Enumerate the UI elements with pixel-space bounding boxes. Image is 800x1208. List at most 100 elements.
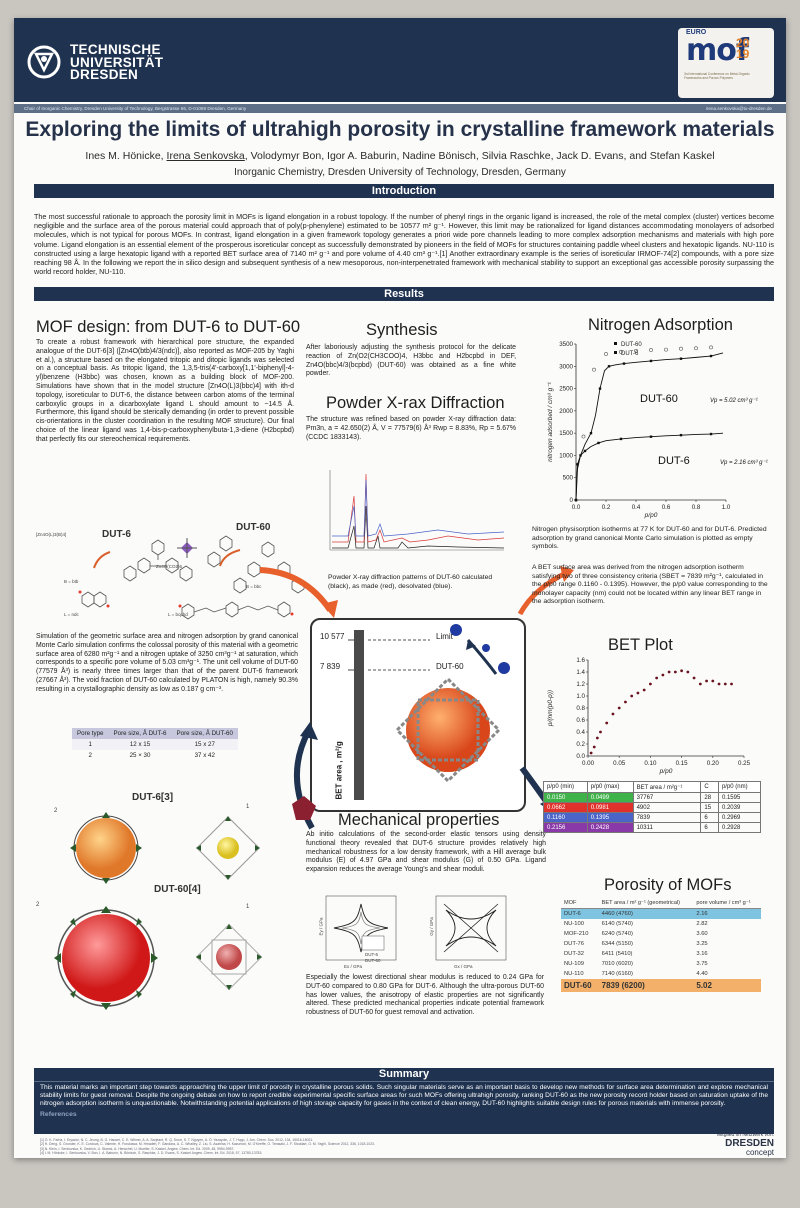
porosity-cell: DUT-76 bbox=[564, 941, 584, 947]
euromof-year-top: 20 bbox=[736, 36, 750, 50]
chair-strip: Chair of Inorganic Chemistry, Dresden Un… bbox=[14, 104, 786, 113]
x-tick-label: 0.00 bbox=[582, 760, 595, 767]
porosity-cell: 4.40 bbox=[696, 971, 708, 977]
bet-table-cell: 0.1395 bbox=[586, 812, 634, 823]
euromof-year-bottom: 19 bbox=[736, 47, 750, 61]
g-y-label: Gy / GPa bbox=[428, 917, 434, 936]
y-tick-label: 0.4 bbox=[576, 729, 585, 736]
porosity-heading: Porosity of MOFs bbox=[604, 876, 732, 894]
poster-title: Exploring the limits of ultrahigh porosi… bbox=[25, 118, 775, 141]
porosity-cell: 4460 (4760) bbox=[601, 911, 633, 917]
table-row: DUT-60 7839 (6200) 5.02 bbox=[561, 979, 761, 992]
pore-table-h2: Pore size, Å DUT-60 bbox=[171, 728, 238, 739]
mechanical-text-2: Especially the lowest directional shear … bbox=[306, 974, 544, 1017]
x-tick-label: 0.0 bbox=[572, 504, 581, 511]
data-point bbox=[589, 431, 593, 435]
references: [1] O. K. Farha, I. Eryazici, N. C. Jeon… bbox=[40, 1138, 570, 1156]
e-x-label: Ex / GPa bbox=[344, 964, 363, 969]
porosity-cell: 7140 (6160) bbox=[601, 971, 633, 977]
x-tick-label: 0.05 bbox=[613, 760, 626, 767]
pore-mark: 2 bbox=[36, 902, 40, 908]
e-legend-dut6: DUT-6 bbox=[365, 952, 379, 957]
email: irena.senkovska@tu-dresden.de bbox=[705, 106, 772, 111]
euromof-logo: EURO mof 20 19 3rd International Confere… bbox=[678, 28, 774, 98]
pore-table-cell: 2 bbox=[88, 752, 92, 759]
tud-emblem-icon bbox=[27, 45, 61, 79]
ligand-structures bbox=[78, 535, 305, 620]
bet-table-h0: p/p0 (min) bbox=[543, 781, 588, 793]
center-bet-graphic: 10 577 Limit 7 839 DUT-60 BET area , m²/… bbox=[310, 618, 526, 812]
pore-table-cell: 15 x 27 bbox=[171, 739, 238, 750]
reference-item: [3] N. Klein, I. Senkovska, K. Gedrich, … bbox=[40, 1146, 235, 1151]
bet-table-cell: 0.1160 bbox=[543, 812, 588, 823]
data-point bbox=[592, 745, 596, 749]
pxrd-pattern bbox=[329, 470, 505, 551]
data-point bbox=[709, 432, 713, 436]
porosity-cell: 6344 (5150) bbox=[601, 941, 633, 947]
porosity-cell: NU-100 bbox=[564, 921, 584, 927]
y-tick-label: 2500 bbox=[559, 386, 573, 393]
shear-modulus-plot bbox=[435, 895, 507, 961]
porosity-cell: 6411 (5410) bbox=[601, 951, 633, 957]
data-point bbox=[622, 362, 626, 365]
synthesis-text: After laboriously adjusting the synthesi… bbox=[306, 344, 516, 378]
porosity-cell: DUT-60 bbox=[564, 981, 592, 990]
scheme-dut60: DUT-60 bbox=[236, 522, 271, 533]
bet-table-cell: 0.2039 bbox=[717, 802, 762, 813]
pore-mark: 1 bbox=[246, 904, 250, 910]
data-point bbox=[717, 682, 721, 686]
legend-marker bbox=[614, 342, 617, 345]
simulated-point bbox=[581, 434, 586, 439]
bet-table-cell: 6 bbox=[700, 812, 719, 823]
elastic-star-icon bbox=[292, 796, 316, 820]
data-point bbox=[686, 670, 690, 674]
table-row: 0.0662 0.0981 4902 15 0.2039 bbox=[543, 802, 762, 813]
bet-table-cell: 0.1595 bbox=[717, 792, 762, 803]
pore-table-cell: 1 bbox=[72, 739, 109, 750]
authors-before: Ines M. Hönicke, bbox=[85, 150, 167, 162]
arrow-head-icon bbox=[560, 566, 574, 582]
scheme-b-bbc: B = bbc bbox=[246, 584, 262, 589]
data-point bbox=[679, 357, 683, 360]
y-tick-label: 1.6 bbox=[576, 657, 585, 664]
pore-size-table: Pore type Pore size, Å DUT-6 Pore size, … bbox=[72, 728, 238, 761]
data-point bbox=[598, 387, 602, 390]
series-line-dut-60 bbox=[575, 352, 724, 501]
presenting-author: Irena Senkovska bbox=[166, 150, 245, 162]
legend-marker bbox=[614, 351, 617, 354]
data-point bbox=[624, 700, 627, 704]
simulated-point bbox=[634, 349, 638, 353]
member-text: Mitglied im Netzwerk von: bbox=[717, 1132, 774, 1138]
y-tick-label: 0.6 bbox=[576, 717, 585, 724]
summary-box: Summary This material marks an important… bbox=[34, 1068, 774, 1134]
bet-table-h3: C bbox=[700, 781, 719, 793]
x-tick-label: 1.0 bbox=[722, 504, 731, 511]
porosity-h0: MOF bbox=[561, 898, 599, 909]
introduction-heading: Introduction bbox=[34, 184, 774, 198]
y-axis-label: p/(nm(p0-p)) bbox=[547, 690, 554, 727]
y-tick-label: 2000 bbox=[559, 408, 573, 415]
data-point bbox=[709, 354, 713, 358]
bet-table-h4: p/p0 (nm) bbox=[717, 781, 762, 793]
nitrogen-isotherm-chart: 0.0 0.2 0.4 0.6 0.8 1.0 0 500 1000 1500 2000 2500 30… bbox=[547, 341, 768, 519]
table-row: NU-109 7010 (6020) 3.75 bbox=[561, 959, 761, 969]
scheme-l-ndc: L = ndc bbox=[64, 612, 79, 617]
data-point bbox=[589, 751, 593, 755]
dut60-bet-label: DUT-60 bbox=[436, 662, 464, 671]
x-tick-label: 0.15 bbox=[676, 760, 689, 767]
data-point bbox=[617, 706, 621, 710]
porosity-cell: 2.16 bbox=[696, 911, 708, 917]
data-point bbox=[649, 682, 652, 686]
porosity-cell: DUT-6 bbox=[564, 911, 581, 917]
x-tick-label: 0.25 bbox=[738, 760, 751, 767]
simulated-point bbox=[619, 349, 623, 354]
pxrd-heading: Powder X-rax Diffraction bbox=[326, 394, 505, 412]
porosity-cell: 6140 (5740) bbox=[601, 921, 633, 927]
bet-heading: BET Plot bbox=[608, 636, 673, 654]
limit-value: 10 577 bbox=[320, 632, 345, 641]
data-point bbox=[597, 441, 600, 445]
bet-table-cell: 37767 bbox=[632, 792, 702, 803]
pore-table-cell: 25 × 30 bbox=[129, 752, 151, 759]
porosity-cell: 3.75 bbox=[696, 961, 708, 967]
bet-plot-chart: 0.00 0.05 0.10 0.15 0.20 0.25 0.0 0.2 0.4 0.6 0.8 1… bbox=[547, 657, 751, 775]
